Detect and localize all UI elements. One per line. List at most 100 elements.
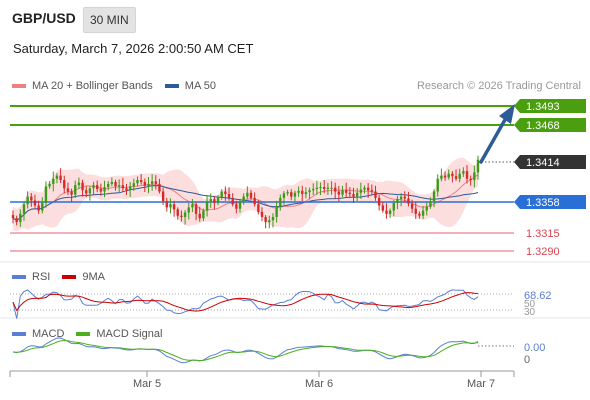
candle-body [143, 181, 147, 186]
candle-body [161, 191, 165, 202]
legend-ma50: MA 50 [164, 80, 216, 92]
candle-body [279, 197, 282, 207]
candle-body [11, 215, 15, 219]
price-tag-pivot: 1.3358 [514, 195, 586, 209]
macd-signal-line [12, 339, 479, 362]
candles [11, 155, 480, 229]
candle-body [271, 216, 275, 221]
price-tag-resistance-2: 1.3493 [514, 99, 586, 113]
candle-body [275, 206, 278, 217]
rsi-value: 68.62 [524, 290, 552, 302]
price-tag-last: 1.3414 [514, 155, 586, 169]
candle-body [81, 182, 84, 191]
macd-legend: MACD MACD Signal [12, 328, 174, 340]
candle-body [344, 190, 348, 193]
candle-body [216, 197, 220, 203]
candle-body [114, 181, 117, 187]
candle-body [352, 194, 355, 197]
candle-body [235, 204, 238, 209]
rsi-ma-swatch-icon [62, 275, 77, 279]
main-chart-legend: MA 20 + Bollinger Bands MA 50 [12, 80, 228, 92]
rsi-level-high-label: 50 [524, 299, 536, 310]
candle-body [139, 180, 143, 182]
candle-body [213, 199, 216, 203]
candle-body [246, 192, 249, 197]
candle-body [304, 192, 308, 195]
candle-body [99, 188, 103, 192]
legend-rsi: RSI [12, 271, 50, 283]
candle-body [194, 204, 198, 214]
candle-body [92, 185, 95, 189]
price-tag-resistance-1: 1.3468 [514, 118, 586, 132]
candle-body [106, 183, 110, 188]
candle-body [454, 176, 458, 179]
candle-body [312, 188, 315, 191]
support-1-value: 1.3315 [526, 228, 560, 240]
candle-body [465, 171, 469, 179]
macd-line [12, 337, 479, 364]
candle-body [70, 191, 73, 195]
chart-datetime: Saturday, March 7, 2026 2:00:50 AM CET [13, 41, 254, 56]
candle-body [110, 181, 114, 184]
rsi-ma-line [12, 292, 479, 312]
legend-macd-signal-label: MACD Signal [96, 328, 163, 340]
candle-body [436, 178, 439, 192]
candle-body [297, 190, 300, 193]
candle-body [429, 201, 432, 207]
legend-macd-signal: MACD Signal [76, 328, 162, 340]
currency-pair-title: GBP/USD [12, 10, 76, 26]
candle-body [96, 185, 99, 189]
forecast-arrow [479, 116, 508, 164]
pivot-value: 1.3358 [526, 197, 560, 209]
candle-body [187, 207, 190, 213]
candle-body [366, 187, 370, 191]
candle-body [476, 159, 480, 173]
last-price-value: 1.3414 [526, 157, 560, 169]
macd-value: 0.00 [524, 342, 545, 354]
candle-body [41, 202, 44, 211]
candle-body [74, 185, 77, 195]
candle-body [377, 197, 381, 206]
candle-body [399, 196, 403, 200]
candle-body [319, 187, 322, 189]
candle-body [85, 190, 88, 194]
candle-body [169, 204, 172, 208]
candle-body [385, 210, 388, 214]
candle-body [473, 172, 476, 181]
rsi-line [12, 289, 479, 319]
candle-body [451, 173, 454, 177]
candle-body [392, 202, 395, 211]
candle-body [154, 181, 157, 184]
candle-body [370, 190, 374, 192]
candle-body [220, 191, 223, 198]
bollinger-band-fill [13, 157, 478, 232]
candle-body [286, 192, 289, 194]
candle-body [48, 183, 51, 187]
candle-body [264, 216, 267, 223]
candle-body [183, 212, 187, 217]
candle-body [462, 171, 465, 174]
support-2-value: 1.3290 [526, 246, 560, 258]
candle-body [26, 196, 29, 205]
candle-body [253, 197, 256, 205]
forecast-arrow-head-icon [499, 104, 515, 124]
candle-body [117, 185, 121, 187]
timeframe-button[interactable]: 30 MIN [83, 7, 136, 33]
candle-body [315, 187, 319, 189]
candle-body [374, 191, 377, 198]
candle-body [323, 187, 326, 189]
rsi-level-low-label: 30 [524, 307, 536, 318]
candle-body [30, 196, 33, 201]
resistance-2-value: 1.3493 [526, 101, 560, 113]
candle-body [341, 190, 344, 195]
rsi-legend: RSI 9MA [12, 271, 117, 283]
candle-body [363, 187, 366, 190]
moving-averages [12, 174, 479, 221]
candle-body [290, 192, 293, 197]
legend-ma20-label: MA 20 + Bollinger Bands [32, 80, 153, 92]
candle-body [52, 178, 55, 184]
candle-body [121, 185, 125, 189]
candle-body [22, 204, 26, 214]
macd-zero-label: 0 [524, 354, 530, 366]
